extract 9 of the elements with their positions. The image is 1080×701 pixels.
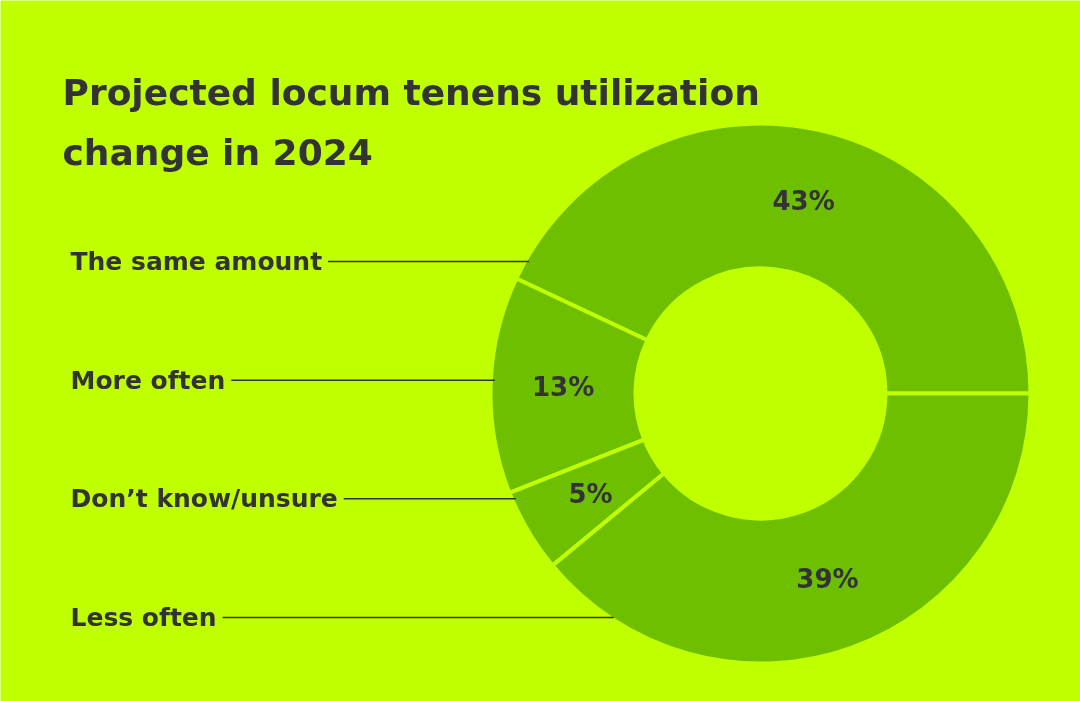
data-label: 43%: [772, 185, 835, 216]
slice-label: Don’t know/unsure: [70, 484, 338, 514]
slice-label: Less often: [70, 603, 217, 632]
slice-label: More often: [70, 365, 226, 395]
slice-label: The same amount: [70, 247, 323, 276]
data-label: 5%: [568, 479, 613, 510]
data-label: 39%: [796, 564, 859, 595]
data-label: 13%: [531, 372, 595, 403]
chart-title: Projected locum tenens utilization change in 2024: [62, 72, 760, 173]
